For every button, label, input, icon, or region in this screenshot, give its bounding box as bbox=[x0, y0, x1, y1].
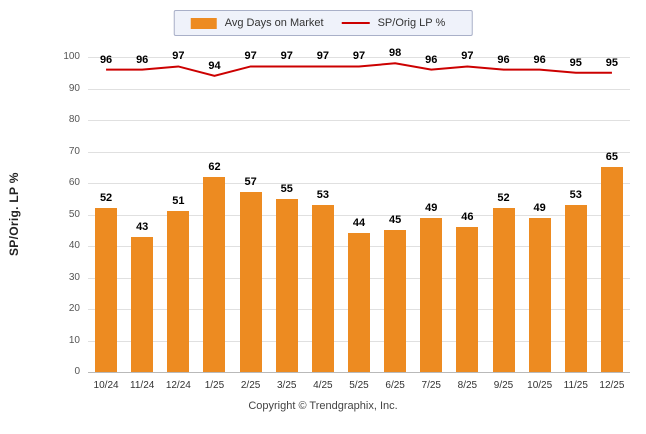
bar bbox=[384, 230, 407, 372]
bar-value-label: 53 bbox=[316, 189, 329, 202]
bar bbox=[564, 205, 587, 372]
line-value-label: 95 bbox=[605, 56, 619, 69]
x-tick-label: 10/24 bbox=[93, 380, 119, 391]
line-value-label: 94 bbox=[208, 59, 221, 72]
x-tick-label: 3/25 bbox=[276, 380, 297, 391]
line-legend-swatch-icon bbox=[341, 22, 370, 24]
x-tick-label: 7/25 bbox=[421, 380, 441, 391]
grid-line bbox=[88, 88, 630, 90]
bar-legend-swatch-icon bbox=[190, 17, 217, 29]
y-tick-label: 100 bbox=[63, 51, 80, 62]
grid-line bbox=[88, 214, 630, 216]
x-tick-label: 12/25 bbox=[599, 380, 625, 391]
footer-text: Copyright © Trendgraphix, Inc. bbox=[248, 400, 398, 412]
bar-value-label: 57 bbox=[244, 176, 257, 189]
line-value-label: 97 bbox=[280, 50, 293, 63]
y-tick-label: 80 bbox=[68, 114, 80, 125]
line-value-label: 97 bbox=[172, 50, 185, 63]
y-axis-title: SP/Orig. LP % bbox=[7, 172, 21, 257]
bar bbox=[492, 208, 515, 372]
y-tick-label: 30 bbox=[68, 271, 80, 283]
bar bbox=[167, 211, 190, 372]
y-tick-label: 90 bbox=[68, 82, 80, 94]
grid-line bbox=[88, 57, 630, 58]
x-tick-label: 1/25 bbox=[204, 380, 225, 391]
line-value-label: 97 bbox=[244, 50, 257, 63]
x-tick-label: 12/24 bbox=[165, 380, 191, 391]
line-value-label: 96 bbox=[425, 53, 438, 66]
y-tick-label: 40 bbox=[68, 240, 80, 251]
bar-value-label: 46 bbox=[461, 211, 474, 224]
line-value-label: 97 bbox=[461, 50, 474, 63]
bar-value-label: 55 bbox=[280, 182, 293, 195]
y-tick-label: 10 bbox=[68, 334, 80, 346]
bar bbox=[239, 192, 262, 372]
y-tick-label: 0 bbox=[74, 366, 80, 377]
x-tick-label: 8/25 bbox=[457, 380, 478, 391]
y-tick-label: 60 bbox=[68, 177, 80, 188]
trend-line-svg bbox=[106, 62, 612, 77]
grid-line bbox=[88, 372, 630, 373]
bar bbox=[600, 167, 623, 372]
x-tick-label: 6/25 bbox=[385, 380, 405, 391]
line-value-label: 97 bbox=[352, 50, 366, 63]
grid-line bbox=[88, 120, 630, 121]
line-value-label: 96 bbox=[136, 53, 149, 66]
x-tick-label: 9/25 bbox=[493, 380, 514, 391]
x-tick-label: 11/25 bbox=[563, 380, 588, 391]
bar-value-label: 65 bbox=[605, 151, 619, 164]
bar bbox=[275, 198, 298, 372]
x-tick-label: 2/25 bbox=[240, 380, 261, 391]
bar-value-label: 45 bbox=[389, 214, 402, 227]
bar bbox=[456, 227, 479, 372]
bar-legend-label: Avg Days on Market bbox=[224, 17, 324, 29]
x-tick-label: 10/25 bbox=[527, 380, 553, 391]
grid-line bbox=[88, 183, 630, 184]
bar bbox=[528, 217, 551, 372]
bar bbox=[203, 176, 226, 372]
line-value-label: 98 bbox=[389, 47, 402, 60]
bar bbox=[311, 205, 334, 372]
trend-line bbox=[106, 62, 612, 77]
bar-value-label: 53 bbox=[569, 189, 582, 202]
line-legend-label: SP/Orig LP % bbox=[377, 17, 446, 29]
bar-value-label: 49 bbox=[425, 201, 438, 214]
bar-value-label: 43 bbox=[136, 220, 149, 233]
y-tick-label: 20 bbox=[68, 303, 80, 314]
bar-value-label: 49 bbox=[533, 201, 546, 214]
line-value-label: 96 bbox=[497, 53, 510, 66]
bar bbox=[348, 233, 370, 372]
bar bbox=[131, 236, 154, 372]
plot-area: 0 10 20 30 40 50 60 70 80 90 100 52 10/24 43 11/24 51 12… bbox=[63, 47, 630, 391]
line-value-label: 97 bbox=[316, 50, 329, 63]
bar-value-label: 51 bbox=[172, 195, 185, 208]
x-tick-label: 5/25 bbox=[349, 380, 369, 391]
line-value-label: 96 bbox=[533, 53, 546, 66]
bar-value-label: 52 bbox=[497, 192, 510, 205]
x-tick-label: 11/24 bbox=[130, 380, 155, 391]
line-value-label: 95 bbox=[569, 56, 582, 69]
line-value-label: 96 bbox=[99, 53, 113, 66]
bar-value-label: 44 bbox=[352, 217, 366, 230]
bar-value-label: 52 bbox=[99, 192, 113, 205]
x-tick-label: 4/25 bbox=[313, 380, 333, 391]
bar-value-label: 62 bbox=[208, 160, 221, 173]
y-tick-label: 50 bbox=[68, 208, 80, 220]
legend: Avg Days on Market SP/Orig LP % bbox=[173, 10, 473, 36]
y-tick-label: 70 bbox=[68, 145, 80, 157]
bar bbox=[420, 217, 443, 372]
grid-line bbox=[88, 151, 630, 153]
bar bbox=[95, 208, 118, 372]
